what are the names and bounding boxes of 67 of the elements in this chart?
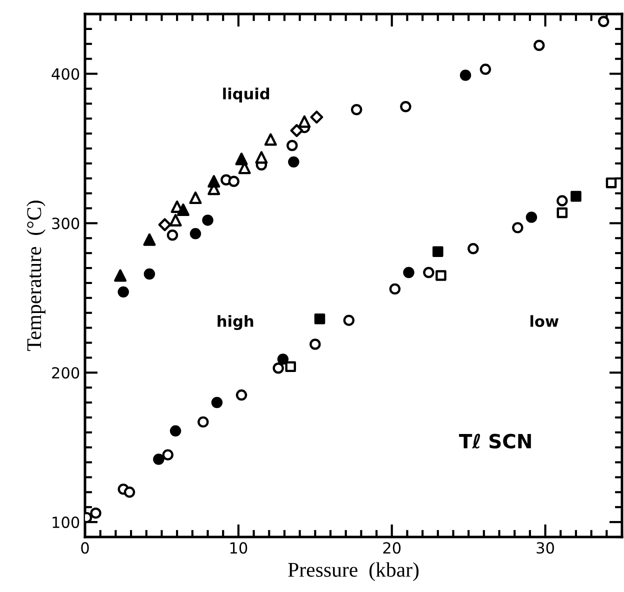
point xyxy=(208,175,220,188)
x-tick-label: 10 xyxy=(230,542,248,554)
x-tick-label: 20 xyxy=(383,542,401,554)
point xyxy=(170,425,182,437)
y-tick-label: 300 xyxy=(52,218,80,230)
point xyxy=(288,156,300,168)
annotation: Tℓ SCN xyxy=(459,434,531,448)
point xyxy=(255,151,268,164)
point xyxy=(512,222,524,234)
point xyxy=(235,152,248,166)
point xyxy=(124,486,136,498)
point xyxy=(144,268,156,280)
point xyxy=(90,507,102,519)
point xyxy=(556,195,568,206)
y-tick-label: 200 xyxy=(52,367,80,379)
point xyxy=(298,115,311,128)
point xyxy=(400,101,412,112)
x-tick-label: 30 xyxy=(536,542,554,554)
point xyxy=(480,64,492,75)
point xyxy=(114,269,127,282)
point xyxy=(460,70,472,81)
point xyxy=(198,416,209,428)
y-tick-label: 400 xyxy=(52,68,80,80)
point xyxy=(290,124,304,138)
point xyxy=(556,207,568,218)
point xyxy=(310,338,321,350)
point xyxy=(272,362,284,374)
point xyxy=(285,361,296,372)
point xyxy=(228,176,240,187)
y-axis-title: Temperature (°C) xyxy=(26,200,46,351)
point xyxy=(436,270,446,281)
point xyxy=(153,454,164,465)
point xyxy=(158,218,172,232)
point xyxy=(202,214,214,226)
point xyxy=(211,396,223,408)
point xyxy=(526,212,538,223)
point xyxy=(190,228,202,240)
point xyxy=(570,190,582,202)
x-tick-label: 0 xyxy=(81,542,89,554)
point xyxy=(468,242,479,254)
point xyxy=(162,449,174,460)
point xyxy=(189,192,202,204)
point xyxy=(389,283,401,295)
point xyxy=(606,177,617,188)
point xyxy=(176,203,190,216)
point xyxy=(598,16,610,28)
point xyxy=(432,246,444,257)
point xyxy=(264,133,277,146)
y-tick-label: 100 xyxy=(52,516,80,528)
point xyxy=(143,233,156,246)
point xyxy=(169,214,182,226)
point xyxy=(343,314,355,326)
annotation: liquid xyxy=(223,88,270,102)
point xyxy=(118,286,129,298)
point xyxy=(534,40,545,51)
point xyxy=(423,266,434,278)
point xyxy=(286,140,298,152)
point xyxy=(166,230,178,241)
point xyxy=(314,313,326,324)
annotation: high xyxy=(218,315,254,330)
annotation: low xyxy=(530,315,559,328)
point xyxy=(350,104,362,116)
point xyxy=(277,354,289,365)
point xyxy=(403,266,414,278)
x-axis-title: Pressure (kbar) xyxy=(288,562,419,582)
point xyxy=(236,389,248,401)
point xyxy=(310,110,324,124)
